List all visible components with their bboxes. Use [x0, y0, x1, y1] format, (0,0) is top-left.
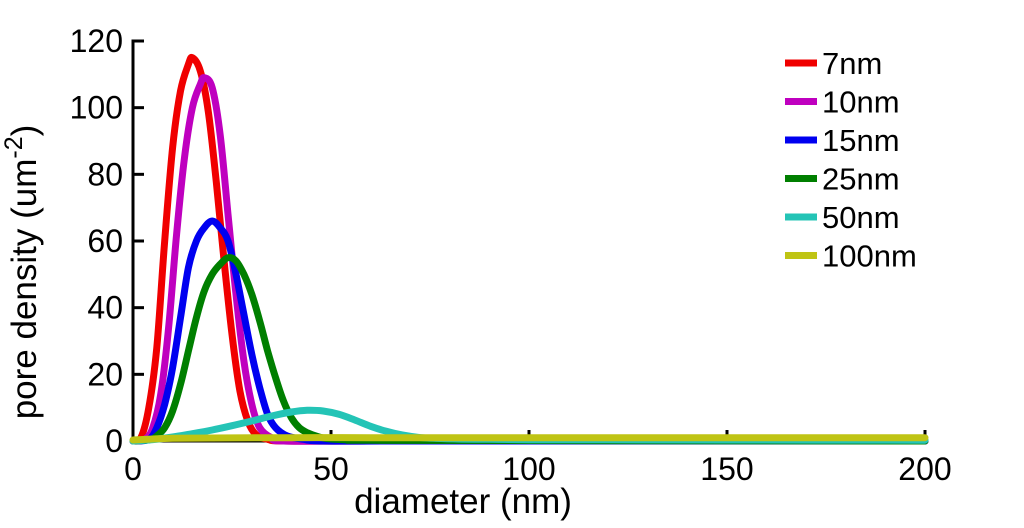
legend-label-100nm: 100nm — [822, 239, 917, 274]
legend-label-7nm: 7nm — [822, 46, 882, 81]
curve-10nm — [129, 74, 929, 445]
y-tick-label: 100 — [70, 90, 123, 126]
x-axis-label: diameter (nm) — [354, 482, 572, 521]
x-tick-label: 200 — [898, 451, 951, 487]
curve-7nm — [129, 53, 929, 445]
x-tick-label: 100 — [502, 451, 555, 487]
x-tick-label: 50 — [313, 451, 349, 487]
legend-label-25nm: 25nm — [822, 162, 900, 197]
x-tick-label: 150 — [700, 451, 753, 487]
y-tick-label: 40 — [87, 290, 123, 326]
y-axis-label: pore density (um-2) — [0, 125, 44, 420]
legend-label-10nm: 10nm — [822, 85, 900, 120]
x-tick-label: 0 — [124, 451, 142, 487]
y-tick-label: 0 — [105, 423, 123, 459]
y-tick-label: 120 — [70, 23, 123, 59]
legend-label-50nm: 50nm — [822, 200, 900, 235]
y-tick-label: 60 — [87, 223, 123, 259]
legend-label-15nm: 15nm — [822, 123, 900, 158]
y-tick-label: 80 — [87, 156, 123, 192]
y-tick-label: 20 — [87, 356, 123, 392]
curve-100nm — [129, 434, 929, 444]
